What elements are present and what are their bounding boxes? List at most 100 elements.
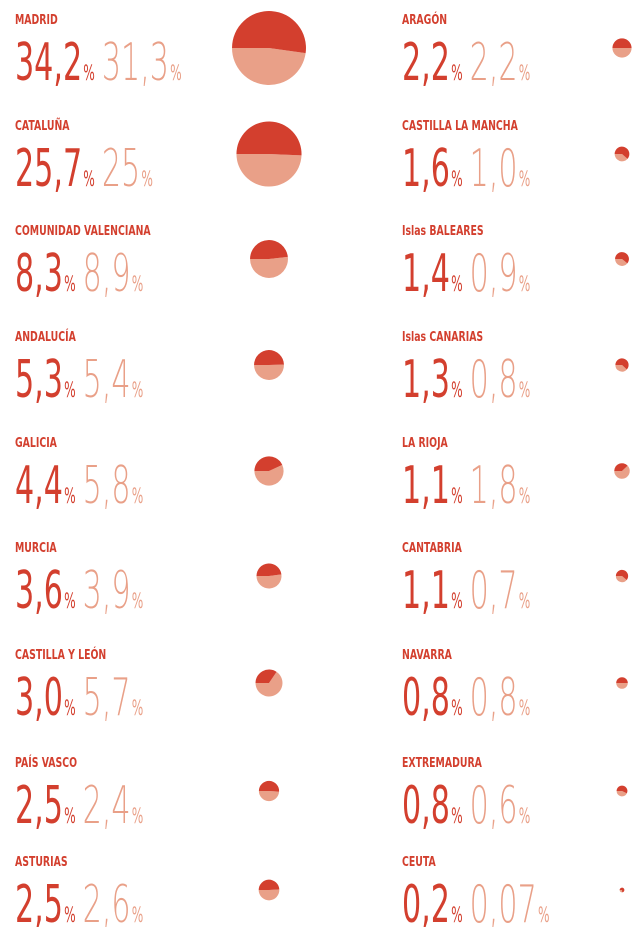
pie-slice <box>258 889 280 901</box>
value-row: 4,4% 5,8% <box>15 457 143 517</box>
pie-slice <box>256 563 282 576</box>
value-label: 2,6 <box>83 876 131 927</box>
value-label: 2,2 <box>470 34 518 94</box>
pie-slice <box>615 569 629 580</box>
pie-slice <box>614 463 628 471</box>
pie-slice <box>615 259 628 266</box>
unit-label: % <box>141 168 153 192</box>
value-label: 5,4 <box>83 351 131 411</box>
region-name: CATALUÑA <box>15 117 70 133</box>
region-name: ARAGÓN <box>402 11 447 27</box>
unit-label: % <box>519 805 531 829</box>
pie-slice <box>615 365 627 372</box>
unit-label: % <box>519 379 531 403</box>
value-row: 25,7% 25% <box>15 140 153 200</box>
value-label: 1,4 <box>402 245 450 305</box>
pie-slice <box>232 11 306 54</box>
value-label: 25 <box>102 140 140 200</box>
value-label: 0,2 <box>402 876 450 927</box>
region-name: Islas CANARIAS <box>402 328 483 344</box>
region-name: MURCIA <box>15 539 57 555</box>
pie-slice <box>254 364 284 380</box>
pie-slice <box>236 154 302 187</box>
value-label: 1,8 <box>470 457 518 517</box>
value-row: 0,8% 0,8% <box>402 669 530 729</box>
unit-label: % <box>451 697 463 721</box>
pie-slice <box>258 879 280 890</box>
pie-slice <box>254 456 283 471</box>
pie-slice <box>615 576 627 583</box>
region-name: COMUNIDAD VALENCIANA <box>15 222 151 238</box>
unit-label: % <box>519 697 531 721</box>
region-name: PAÍS VASCO <box>15 754 77 770</box>
value-label: 0,6 <box>470 777 518 837</box>
region-name: CASTILLA Y LEÓN <box>15 646 106 662</box>
value-label: 1,0 <box>470 140 518 200</box>
region-name: Islas BALEARES <box>402 222 484 238</box>
value-label: 25,7 <box>15 140 82 200</box>
value-row: 34,2% 31,3% <box>15 34 182 94</box>
value-row: 3,6% 3,9% <box>15 562 143 622</box>
value-label: 0,8 <box>470 351 518 411</box>
region-name-group: COMUNIDAD VALENCIANA <box>15 222 151 238</box>
unit-label: % <box>132 485 144 509</box>
unit-label: % <box>519 62 531 86</box>
pie-slice <box>236 121 302 156</box>
region-name-group: GALICIA <box>15 434 57 450</box>
pie-slice <box>614 146 630 159</box>
unit-label: % <box>451 168 463 192</box>
pie-slice <box>250 240 288 259</box>
unit-label: % <box>132 805 144 829</box>
value-row: 0,8% 0,6% <box>402 777 530 837</box>
unit-label: % <box>64 485 76 509</box>
value-label: 2,5 <box>15 876 63 927</box>
pie-slice <box>614 465 630 479</box>
unit-label: % <box>132 590 144 614</box>
value-label: 0,8 <box>402 669 450 729</box>
unit-label: % <box>451 590 463 614</box>
unit-label: % <box>64 273 76 297</box>
unit-label: % <box>132 379 144 403</box>
region-name: ANDALUCÍA <box>15 328 76 344</box>
value-row: 2,5% 2,6% <box>15 876 143 927</box>
value-row: 2,2% 2,2% <box>402 34 530 94</box>
unit-label: % <box>451 485 463 509</box>
value-row: 1,6% 1,0% <box>402 140 530 200</box>
unit-label: % <box>451 62 463 86</box>
unit-label: % <box>451 904 463 927</box>
pie-slice <box>616 677 628 683</box>
pie-slice <box>258 780 280 792</box>
region-name-group: MURCIA <box>15 539 57 555</box>
value-row: 1,1% 0,7% <box>402 562 530 622</box>
region-name-group: ARAGÓN <box>402 11 447 27</box>
pie-slice <box>615 358 629 370</box>
value-label: 0,8 <box>402 777 450 837</box>
unit-label: % <box>64 904 76 927</box>
value-label: 2,5 <box>15 777 63 837</box>
value-label: 1,3 <box>402 351 450 411</box>
pie-slice <box>619 890 623 893</box>
pie-slice <box>616 683 628 689</box>
pie-slice <box>619 887 625 893</box>
unit-label: % <box>83 62 95 86</box>
region-name: MADRID <box>15 11 58 27</box>
region-name: CANTABRIA <box>402 539 462 555</box>
unit-label: % <box>64 805 76 829</box>
unit-label: % <box>519 168 531 192</box>
region-name-group: Islas BALEARES <box>402 222 484 238</box>
unit-label: % <box>64 590 76 614</box>
region-name-group: NAVARRA <box>402 646 452 662</box>
pie-slice <box>616 791 627 797</box>
value-label: 2,4 <box>83 777 131 837</box>
value-label: 1,6 <box>402 140 450 200</box>
region-name-group: EXTREMADURA <box>402 754 482 770</box>
value-row: 1,3% 0,8% <box>402 351 530 411</box>
value-label: 0,9 <box>470 245 518 305</box>
unit-label: % <box>451 273 463 297</box>
value-row: 2,5% 2,4% <box>15 777 143 837</box>
pie-slice <box>255 671 283 697</box>
value-label: 5,7 <box>83 669 131 729</box>
pie-slice <box>254 350 284 365</box>
unit-label: % <box>132 904 144 927</box>
